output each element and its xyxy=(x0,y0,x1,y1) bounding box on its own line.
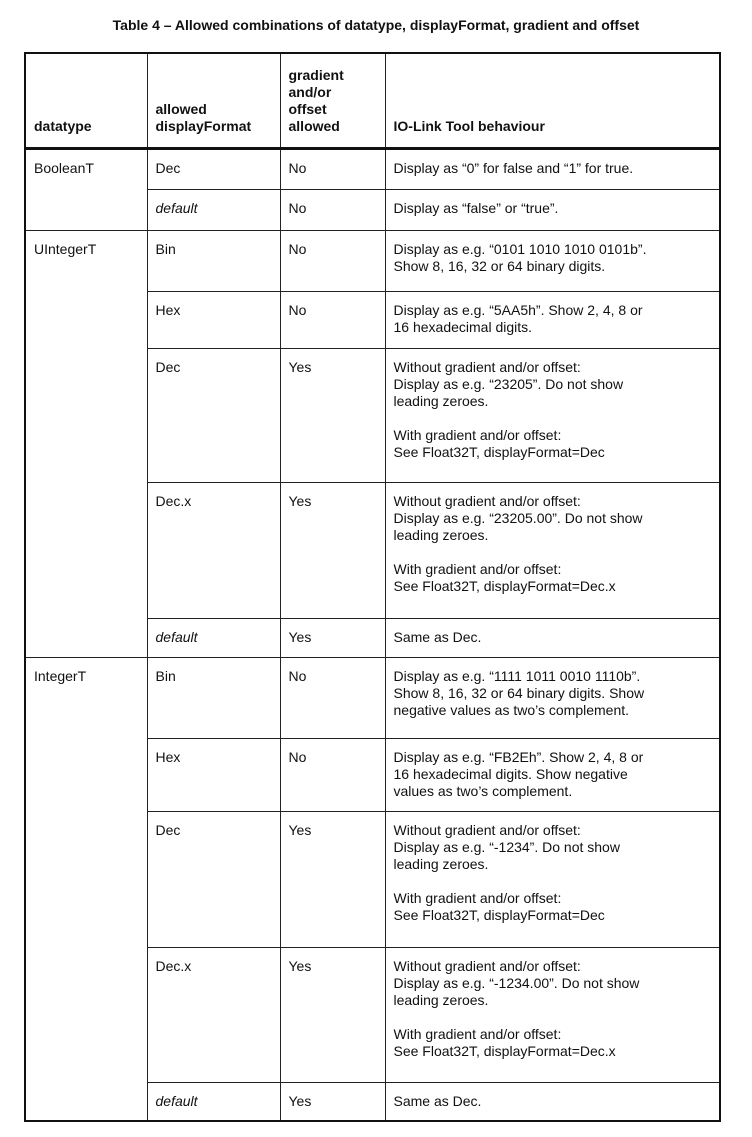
behaviour-cell: Without gradient and/or offset: Display … xyxy=(384,946,721,1083)
display-format-cell: Dec xyxy=(146,810,281,948)
table-row: Dec.x Yes Without gradient and/or offset: … xyxy=(25,946,721,1083)
gradient-offset-allowed-cell: Yes xyxy=(279,810,386,948)
table-row: BooleanT Dec No Display as “0” for false an… xyxy=(24,147,721,231)
display-format-cell: default xyxy=(146,1081,281,1122)
behaviour-cell: Without gradient and/or offset: Display … xyxy=(384,347,721,483)
gradient-offset-allowed-cell: Yes xyxy=(279,347,386,483)
behaviour-cell: Same as Dec. xyxy=(384,617,721,658)
gradient-offset-allowed-cell: Yes xyxy=(279,946,386,1083)
gradient-offset-allowed-cell: Yes xyxy=(279,481,386,619)
table-row: Dec Yes Without gradient and/or offset: Di… xyxy=(25,810,721,948)
display-format-cell: default xyxy=(146,617,281,658)
table-row: default No Display as “false” or “true”. xyxy=(25,188,721,231)
gradient-offset-allowed-cell: Yes xyxy=(279,617,386,658)
table-row: Hex No Display as e.g. “FB2Eh”. Show 2, 4,… xyxy=(25,737,721,812)
table-caption: Table 4 – Allowed combinations of dataty… xyxy=(112,17,640,33)
gradient-offset-allowed-cell: No xyxy=(279,147,386,190)
gradient-offset-allowed-cell: No xyxy=(279,656,386,739)
table-row: Hex No Display as e.g. “5AA5h”. Show 2, 4,… xyxy=(25,290,721,349)
header-row: datatype allowed displayFormat gradient … xyxy=(24,52,721,150)
header-display-format: allowed displayFormat xyxy=(146,52,281,150)
gradient-offset-allowed-cell: No xyxy=(279,229,386,292)
gradient-offset-allowed-cell: No xyxy=(279,188,386,231)
display-format-cell: Bin xyxy=(146,656,281,739)
behaviour-cell: Display as e.g. “FB2Eh”. Show 2, 4, 8 or… xyxy=(384,737,721,812)
table-row: UIntegerT Bin No Display as e.g. “0101 1010… xyxy=(24,229,721,658)
display-format-cell: Bin xyxy=(146,229,281,292)
gradient-offset-allowed-cell: No xyxy=(279,737,386,812)
header-behaviour: IO-Link Tool behaviour xyxy=(384,52,721,150)
behaviour-cell: Display as “false” or “true”. xyxy=(384,188,721,231)
combinations-table: datatype allowed displayFormat gradient … xyxy=(24,52,721,1122)
datatype-cell: UIntegerT xyxy=(24,229,148,658)
display-format-cell: Dec.x xyxy=(146,946,281,1083)
behaviour-cell: Display as e.g. “1111 1011 0010 1110b”. … xyxy=(384,656,721,739)
display-format-cell: Hex xyxy=(146,290,281,349)
header-datatype: datatype xyxy=(24,52,148,150)
gradient-offset-allowed-cell: Yes xyxy=(279,1081,386,1122)
behaviour-cell: Without gradient and/or offset: Display … xyxy=(384,481,721,619)
display-format-cell: Hex xyxy=(146,737,281,812)
datatype-cell: IntegerT xyxy=(24,656,148,1122)
table-row: default Yes Same as Dec. xyxy=(25,1081,721,1122)
behaviour-cell: Display as e.g. “5AA5h”. Show 2, 4, 8 or… xyxy=(384,290,721,349)
display-format-cell: Dec xyxy=(146,147,281,190)
display-format-cell: Dec xyxy=(146,347,281,483)
display-format-cell: Dec.x xyxy=(146,481,281,619)
datatype-cell: BooleanT xyxy=(24,147,148,231)
behaviour-cell: Same as Dec. xyxy=(384,1081,721,1122)
behaviour-cell: Without gradient and/or offset: Display … xyxy=(384,810,721,948)
behaviour-cell: Display as “0” for false and “1” for tru… xyxy=(384,147,721,190)
gradient-offset-allowed-cell: No xyxy=(279,290,386,349)
header-gradient-offset: gradient and/or offset allowed xyxy=(279,52,386,150)
behaviour-cell: Display as e.g. “0101 1010 1010 0101b”. … xyxy=(384,229,721,292)
table-row: IntegerT Bin No Display as e.g. “1111 1011 … xyxy=(24,656,721,1122)
table-row: Dec Yes Without gradient and/or offset: Di… xyxy=(25,347,721,483)
display-format-cell: default xyxy=(146,188,281,231)
